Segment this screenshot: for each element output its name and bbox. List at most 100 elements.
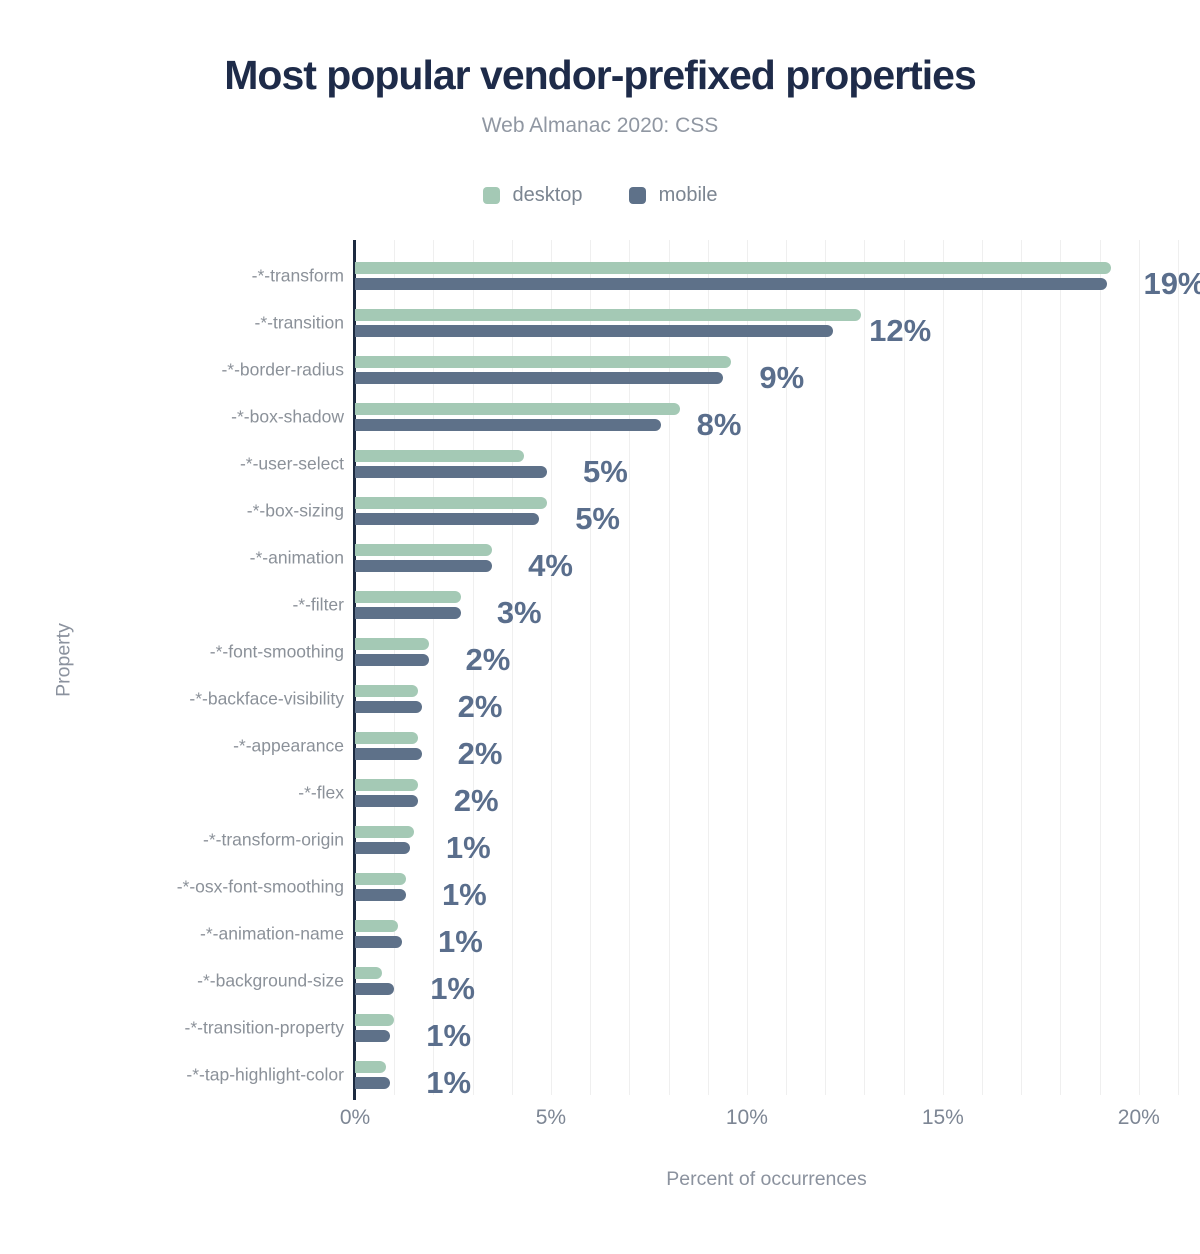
mobile-bar xyxy=(355,748,422,760)
plot-area: -*-transform 19% -*-transition 12% -*-border… xyxy=(177,240,1200,1190)
desktop-bar xyxy=(355,826,414,838)
desktop-bar xyxy=(355,1014,395,1026)
value-label: 1% xyxy=(426,1018,472,1053)
category-label: -*-background-size xyxy=(197,970,344,991)
category-label: -*-osx-font-smoothing xyxy=(176,876,344,897)
category-label: -*-transform-origin xyxy=(203,829,344,850)
value-label: 4% xyxy=(528,548,573,583)
category-label: -*-tap-highlight-color xyxy=(186,1064,344,1085)
desktop-bar xyxy=(355,1061,387,1073)
desktop-bar xyxy=(355,732,418,744)
bar-row: -*-transform 19% xyxy=(252,253,1200,301)
y-axis-line xyxy=(353,240,356,1100)
value-label: 5% xyxy=(575,501,620,536)
desktop-bar xyxy=(355,309,861,321)
bar-row: -*-user-select 5% xyxy=(240,441,1178,489)
category-label: -*-font-smoothing xyxy=(209,641,344,662)
grid-line xyxy=(629,240,631,1095)
grid-line xyxy=(590,240,592,1095)
grid-line xyxy=(511,240,513,1095)
desktop-bar xyxy=(355,638,430,650)
mobile-bar xyxy=(355,842,410,854)
desktop-bar xyxy=(355,497,548,509)
value-label: 1% xyxy=(445,830,491,865)
legend-item-desktop: desktop xyxy=(482,184,583,207)
desktop-bar xyxy=(355,544,493,556)
grid-line xyxy=(903,240,905,1095)
desktop-bar xyxy=(355,591,461,603)
desktop-bar xyxy=(355,873,406,885)
grid-line xyxy=(1138,240,1140,1095)
grid-line xyxy=(746,240,748,1095)
x-tick-label: 20% xyxy=(1117,1106,1160,1129)
value-label: 2% xyxy=(457,736,503,771)
mobile-bar xyxy=(355,607,461,619)
grid-line xyxy=(550,240,552,1095)
bar-row: -*-backface-visibility 2% xyxy=(189,676,1178,724)
grid-line xyxy=(982,240,984,1095)
desktop-swatch-icon xyxy=(482,187,500,204)
grid-line xyxy=(864,240,866,1095)
mobile-bar xyxy=(355,372,724,384)
value-label: 5% xyxy=(583,454,628,489)
mobile-bar xyxy=(355,795,418,807)
bar-row: -*-animation-name 1% xyxy=(200,911,1178,959)
bar-row: -*-font-smoothing 2% xyxy=(210,629,1178,677)
desktop-bar xyxy=(355,262,1112,274)
mobile-bar xyxy=(355,1030,391,1042)
category-label: -*-transition-property xyxy=(184,1017,345,1038)
x-axis-ticks: 0% 5% 10% 15% 20% xyxy=(340,1106,1178,1136)
legend-label-mobile: mobile xyxy=(658,184,718,206)
x-axis-title: Percent of occurrences xyxy=(666,1168,867,1190)
value-label: 3% xyxy=(496,595,542,630)
bar-row: -*-filter 3% xyxy=(292,582,1178,630)
desktop-bar xyxy=(355,685,418,697)
grid-line xyxy=(1060,240,1062,1095)
grid-line xyxy=(1021,240,1023,1095)
desktop-bar xyxy=(355,967,383,979)
category-label: -*-appearance xyxy=(233,735,344,756)
legend-label-desktop: desktop xyxy=(512,184,583,206)
grid-line xyxy=(707,240,709,1095)
desktop-bar xyxy=(355,450,524,462)
mobile-bar xyxy=(355,560,493,572)
grid-line xyxy=(825,240,827,1095)
bar-row: -*-transition-property 1% xyxy=(185,1005,1178,1053)
category-label: -*-backface-visibility xyxy=(189,688,344,709)
mobile-bar xyxy=(355,654,430,666)
legend-item-mobile: mobile xyxy=(628,184,718,207)
category-label: -*-animation xyxy=(249,547,344,568)
chart-subtitle: Web Almanac 2020: CSS xyxy=(481,114,719,137)
category-label: -*-animation-name xyxy=(200,923,344,944)
x-tick-label: 10% xyxy=(725,1106,768,1129)
desktop-bar xyxy=(355,356,732,368)
grid-line xyxy=(942,240,944,1095)
mobile-bar xyxy=(355,513,540,525)
category-label: -*-flex xyxy=(298,782,344,803)
x-tick-label: 0% xyxy=(339,1106,371,1129)
bar-row: -*-background-size 1% xyxy=(197,958,1178,1006)
value-label: 2% xyxy=(465,642,511,677)
grid-line xyxy=(1099,240,1101,1095)
bar-row: -*-box-sizing 5% xyxy=(247,488,1178,536)
value-label: 19% xyxy=(1143,266,1200,301)
desktop-bar xyxy=(355,920,399,932)
bar-row: -*-tap-highlight-color 1% xyxy=(186,1052,1178,1100)
bar-row: -*-osx-font-smoothing 1% xyxy=(177,864,1178,912)
value-label: 2% xyxy=(457,689,503,724)
grid-line xyxy=(1178,240,1179,1095)
grid-line xyxy=(394,240,396,1095)
grid-line xyxy=(786,240,788,1095)
gridlines xyxy=(355,240,1179,1095)
value-label: 1% xyxy=(426,1065,472,1100)
grid-line xyxy=(433,240,435,1095)
chart-title: Most popular vendor-prefixed properties xyxy=(224,52,977,98)
bar-rows: -*-transform 19% -*-transition 12% -*-border… xyxy=(177,240,1200,1100)
mobile-bar xyxy=(355,701,422,713)
desktop-bar xyxy=(355,779,418,791)
bar-row: -*-transform-origin 1% xyxy=(203,817,1178,865)
desktop-bar xyxy=(355,403,681,415)
mobile-bar xyxy=(355,889,406,901)
value-label: 8% xyxy=(696,407,742,442)
grid-line xyxy=(668,240,670,1095)
